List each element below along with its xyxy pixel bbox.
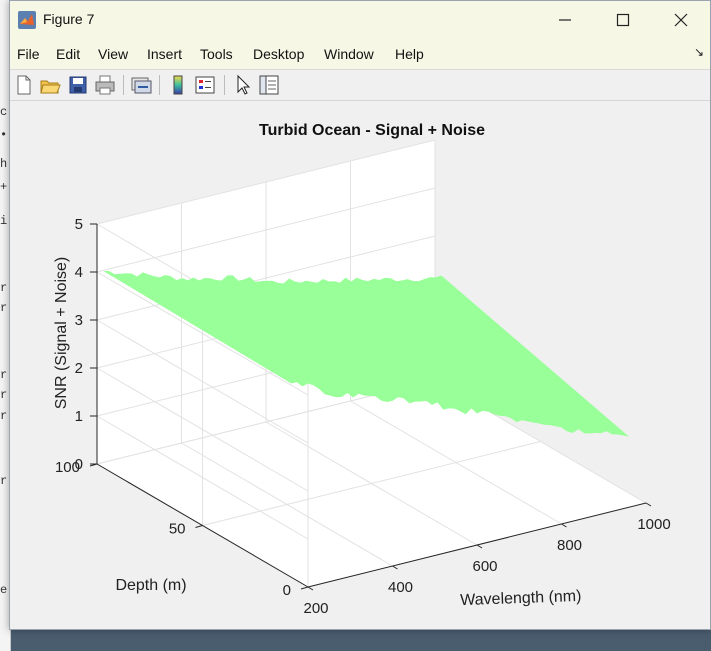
y-tick-label: 50: [169, 521, 186, 538]
grid-line-z-left: [96, 367, 309, 492]
x-tick-label: 1000: [637, 516, 670, 533]
x-tick: [476, 544, 483, 549]
menu-desktop[interactable]: Desktop: [253, 46, 305, 62]
x-tick-label: 400: [388, 579, 413, 596]
grid-line-z-left: [96, 271, 309, 396]
x-tick: [561, 523, 567, 528]
link-plot-icon[interactable]: [130, 74, 152, 96]
matlab-logo-icon: [18, 11, 36, 29]
save-icon[interactable]: [67, 74, 89, 96]
z-tick-label: 0: [75, 456, 83, 473]
toolbar-separator: [159, 75, 160, 95]
figure-window: Figure 7 File Edit View Insert Tools Des…: [9, 0, 711, 630]
figure-canvas[interactable]: 200 400 600 800 1000 0 50 100 0 1 2 3 4 5 Turbid Ocea…: [10, 101, 710, 629]
y-tick: [195, 525, 203, 528]
property-inspector-icon[interactable]: [258, 74, 280, 96]
figure-toolbar: [10, 70, 710, 101]
x-axis-label: Wavelength (nm): [460, 588, 582, 609]
x-tick-label: 800: [557, 537, 582, 554]
print-icon[interactable]: [94, 74, 116, 96]
menu-edit[interactable]: Edit: [56, 46, 81, 62]
grid-line-z-back: [96, 139, 436, 225]
x-tick-label: 600: [472, 558, 497, 575]
menu-help[interactable]: Help: [395, 46, 424, 62]
edit-plot-icon[interactable]: [232, 74, 254, 96]
x-tick: [645, 502, 652, 507]
grid-line-z-back: [96, 235, 436, 321]
tick-marks: [89, 223, 652, 591]
minimize-button[interactable]: [536, 1, 594, 38]
y-tick-label: 0: [283, 582, 291, 599]
z-axis-label: SNR (Signal + Noise): [53, 257, 70, 410]
y-tick-label: 100: [55, 459, 80, 476]
z-tick-label: 5: [75, 216, 83, 233]
new-figure-icon[interactable]: [13, 74, 35, 96]
close-button[interactable]: [652, 1, 710, 38]
maximize-icon: [616, 13, 630, 26]
z-tick-label: 1: [75, 408, 83, 425]
menu-insert[interactable]: Insert: [147, 46, 183, 62]
x-tick-label: 200: [303, 600, 328, 617]
menu-window[interactable]: Window: [324, 46, 374, 62]
grid-line-y-floor: [202, 441, 541, 526]
x-tick: [392, 565, 398, 570]
plot-title: Turbid Ocean - Signal + Noise: [259, 122, 485, 139]
maximize-button[interactable]: [594, 1, 652, 38]
close-icon: [674, 13, 688, 26]
y-axis-label: Depth (m): [115, 577, 186, 594]
grid-line-z-left: [96, 415, 309, 540]
y-tick: [300, 586, 309, 590]
toolbar-separator: [224, 75, 225, 95]
snr-surface[interactable]: [103, 270, 630, 437]
menu-view[interactable]: View: [98, 46, 129, 62]
open-file-icon[interactable]: [39, 74, 61, 96]
minimize-icon: [559, 18, 571, 21]
title-bar[interactable]: Figure 7: [10, 1, 710, 38]
window-title: Figure 7: [43, 11, 95, 27]
toolbar-separator: [123, 75, 124, 95]
grid-line-z-back: [96, 187, 436, 273]
x-tick: [307, 586, 314, 591]
z-tick-label: 3: [75, 312, 83, 329]
menu-tools[interactable]: Tools: [200, 46, 233, 62]
dock-figure-icon[interactable]: ↘: [693, 45, 704, 59]
z-tick-label: 2: [75, 360, 83, 377]
menu-file[interactable]: File: [17, 46, 40, 62]
legend-icon[interactable]: [194, 74, 216, 96]
colorbar-icon[interactable]: [167, 74, 189, 96]
menu-bar: File Edit View Insert Tools Desktop Wind…: [10, 38, 710, 70]
grid-line-z-left: [96, 319, 309, 444]
z-tick-label: 4: [75, 264, 83, 281]
